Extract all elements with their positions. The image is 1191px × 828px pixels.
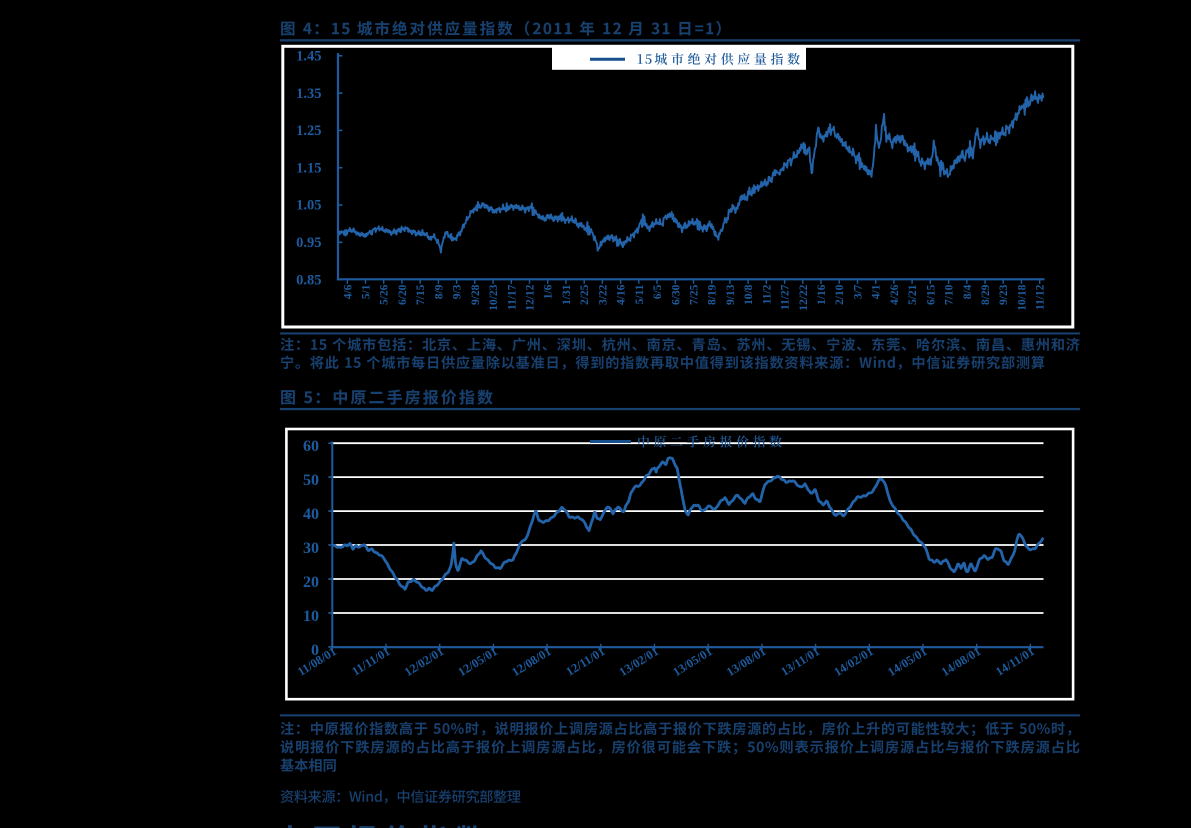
svg-text:3/22: 3/22	[597, 284, 609, 305]
svg-text:5/26: 5/26	[379, 284, 391, 305]
svg-text:8/19: 8/19	[707, 284, 719, 305]
svg-text:10: 10	[303, 608, 319, 625]
svg-text:8/9: 8/9	[433, 284, 445, 299]
svg-text:7/25: 7/25	[689, 284, 701, 305]
svg-text:1.05: 1.05	[296, 198, 321, 214]
svg-text:4/6: 4/6	[342, 284, 354, 299]
svg-text:1/31: 1/31	[561, 284, 573, 305]
svg-text:10/18: 10/18	[1016, 284, 1028, 310]
svg-text:6/15: 6/15	[925, 284, 937, 305]
svg-text:4/16: 4/16	[616, 284, 628, 305]
svg-text:4/26: 4/26	[889, 284, 901, 305]
svg-text:5/11: 5/11	[634, 284, 646, 304]
svg-text:40: 40	[303, 506, 319, 523]
svg-text:11/12: 11/12	[1035, 284, 1047, 310]
svg-text:1.25: 1.25	[296, 123, 321, 139]
svg-text:2/25: 2/25	[579, 284, 591, 305]
svg-text:9/3: 9/3	[452, 284, 464, 299]
svg-text:0: 0	[311, 642, 319, 659]
svg-text:1.35: 1.35	[296, 86, 321, 102]
svg-text:11/17: 11/17	[506, 284, 518, 310]
svg-text:2/10: 2/10	[834, 284, 846, 305]
svg-text:7/10: 7/10	[944, 284, 956, 305]
svg-text:12/12: 12/12	[525, 284, 537, 310]
svg-text:11/2: 11/2	[761, 284, 773, 304]
svg-text:12/22: 12/22	[798, 284, 810, 310]
svg-text:6/20: 6/20	[397, 284, 409, 305]
svg-text:7/15: 7/15	[415, 284, 427, 305]
svg-text:6/30: 6/30	[670, 284, 682, 305]
svg-text:9/28: 9/28	[470, 284, 482, 305]
svg-text:1/16: 1/16	[816, 284, 828, 305]
svg-text:5/1: 5/1	[361, 284, 373, 299]
svg-text:30: 30	[303, 540, 319, 557]
svg-text:20: 20	[303, 574, 319, 591]
svg-text:1/6: 1/6	[543, 284, 555, 299]
svg-text:1.45: 1.45	[296, 49, 321, 65]
svg-text:4/1: 4/1	[871, 284, 883, 299]
svg-text:10/8: 10/8	[743, 284, 755, 305]
svg-text:0.95: 0.95	[296, 235, 321, 251]
svg-text:50: 50	[303, 472, 319, 489]
svg-text:10/23: 10/23	[488, 284, 500, 310]
svg-text:9/23: 9/23	[998, 284, 1010, 305]
svg-text:6/5: 6/5	[652, 284, 664, 299]
svg-text:8/4: 8/4	[962, 284, 974, 299]
svg-text:11/27: 11/27	[780, 284, 792, 310]
svg-text:0.85: 0.85	[296, 272, 321, 288]
svg-text:1.15: 1.15	[296, 160, 321, 176]
svg-text:9/13: 9/13	[725, 284, 737, 305]
svg-text:60: 60	[303, 438, 319, 455]
svg-text:8/29: 8/29	[980, 284, 992, 305]
svg-text:5/21: 5/21	[907, 284, 919, 305]
svg-text:3/7: 3/7	[853, 284, 865, 299]
